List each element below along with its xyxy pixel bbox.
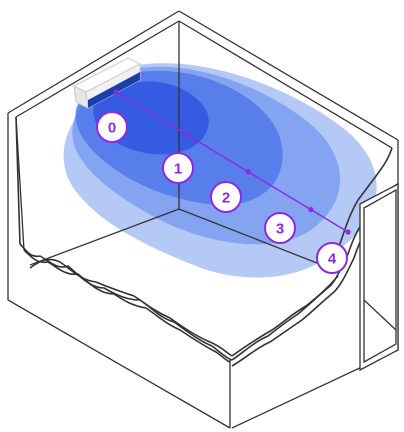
door-frame-inner xyxy=(363,188,397,364)
doorway-icon xyxy=(359,182,399,372)
ac-unit-vent xyxy=(88,72,140,108)
right-top-break-line xyxy=(329,147,393,269)
marker-badge xyxy=(264,212,296,244)
left-wall-outer-edge xyxy=(7,113,231,429)
top-left-edge xyxy=(7,10,180,114)
distance-marker-1: 1 xyxy=(162,152,194,184)
left-break-line-offset xyxy=(23,249,231,363)
top-right-inner-edge xyxy=(178,20,393,149)
floor-right-break-line xyxy=(231,275,339,357)
marker-badge xyxy=(162,152,194,184)
distance-marker-0: 0 xyxy=(96,111,128,143)
distance-tick-dot xyxy=(183,131,189,137)
marker-badge xyxy=(96,111,128,143)
front-left-wall-face xyxy=(8,108,230,428)
floor-right-edge xyxy=(178,208,341,273)
top-right-edge xyxy=(178,10,399,141)
distance-tick-dot xyxy=(345,229,351,235)
distance-marker-4: 4 xyxy=(316,242,348,274)
marker-label: 0 xyxy=(108,120,116,137)
distance-tick-dot xyxy=(113,89,119,95)
floor-front-break-line xyxy=(29,258,233,357)
distance-marker-line: 0 1 2 3 4 xyxy=(96,89,351,274)
distance-tick-dot xyxy=(308,207,314,213)
door-floor-line xyxy=(363,299,397,331)
marker-label: 3 xyxy=(276,221,284,238)
airflow-zones xyxy=(63,63,377,278)
marker-badge xyxy=(210,181,242,213)
door-frame-outer xyxy=(359,182,399,372)
marker-label: 2 xyxy=(222,190,230,207)
left-break-line xyxy=(15,116,233,361)
marker-badge xyxy=(316,242,348,274)
floor-left-edge xyxy=(29,208,180,266)
top-left-inner-edge xyxy=(15,20,180,118)
marker-label: 4 xyxy=(328,251,337,268)
marker-label: 1 xyxy=(174,161,182,178)
wall-mounted-air-conditioner-icon xyxy=(72,57,142,109)
distance-marker-3: 3 xyxy=(264,212,296,244)
distance-tick-dot xyxy=(245,169,251,175)
front-right-wall-face xyxy=(230,184,398,428)
distance-marker-2: 2 xyxy=(210,181,242,213)
